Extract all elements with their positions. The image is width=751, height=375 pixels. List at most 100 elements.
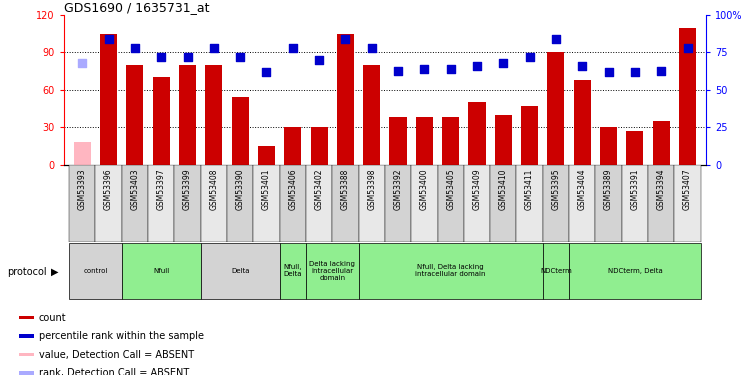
Bar [69, 165, 95, 242]
Bar [201, 243, 279, 299]
Text: GSM53399: GSM53399 [183, 169, 192, 210]
Point [287, 45, 299, 51]
Text: GSM53388: GSM53388 [341, 169, 350, 210]
Text: GSM53402: GSM53402 [315, 169, 324, 210]
Text: control: control [83, 268, 107, 274]
Bar [227, 165, 253, 242]
Point [550, 36, 562, 42]
Text: GSM53410: GSM53410 [499, 169, 508, 210]
Bar [74, 142, 91, 165]
Bar [543, 243, 569, 299]
Text: GSM53395: GSM53395 [551, 169, 560, 210]
Bar [19, 334, 35, 338]
Text: ▶: ▶ [51, 267, 59, 277]
Bar [600, 128, 617, 165]
Bar [179, 65, 196, 165]
Text: GSM53411: GSM53411 [525, 169, 534, 210]
Text: Nfull, Delta lacking
intracellular domain: Nfull, Delta lacking intracellular domai… [415, 264, 486, 278]
Bar [679, 27, 696, 165]
Text: GSM53391: GSM53391 [630, 169, 639, 210]
Bar [416, 117, 433, 165]
Text: NDCterm: NDCterm [540, 268, 572, 274]
Bar [306, 165, 332, 242]
Bar [412, 165, 438, 242]
Bar [622, 165, 648, 242]
Bar [653, 121, 670, 165]
Point [261, 69, 273, 75]
Bar [547, 53, 565, 165]
Bar [122, 165, 148, 242]
Bar [205, 65, 222, 165]
Point [234, 54, 246, 60]
Bar [363, 65, 380, 165]
Text: Nfull: Nfull [153, 268, 169, 274]
Text: Nfull,
Delta: Nfull, Delta [284, 264, 302, 278]
Text: GDS1690 / 1635731_at: GDS1690 / 1635731_at [64, 1, 210, 14]
Point [313, 57, 325, 63]
Bar [332, 165, 358, 242]
Text: value, Detection Call = ABSENT: value, Detection Call = ABSENT [39, 350, 194, 360]
Bar [174, 165, 201, 242]
Text: GSM53400: GSM53400 [420, 169, 429, 210]
Point [339, 36, 351, 42]
Bar [469, 102, 486, 165]
Point [497, 60, 509, 66]
Bar [569, 165, 596, 242]
Point [629, 69, 641, 75]
Text: GSM53401: GSM53401 [262, 169, 271, 210]
Bar [306, 243, 358, 299]
Bar [152, 78, 170, 165]
Point [471, 63, 483, 69]
Point [681, 45, 693, 51]
Bar [543, 165, 569, 242]
Bar [596, 165, 622, 242]
Text: GSM53394: GSM53394 [656, 169, 665, 210]
Bar [19, 371, 35, 375]
Point [77, 60, 89, 66]
Bar [385, 165, 412, 242]
Point [602, 69, 614, 75]
Text: GSM53403: GSM53403 [131, 169, 140, 210]
Point [445, 66, 457, 72]
Text: GSM53396: GSM53396 [104, 169, 113, 210]
Text: NDCterm, Delta: NDCterm, Delta [608, 268, 662, 274]
Text: GSM53404: GSM53404 [578, 169, 587, 210]
Bar [648, 165, 674, 242]
Bar [201, 165, 227, 242]
Text: GSM53408: GSM53408 [210, 169, 219, 210]
Bar [258, 146, 275, 165]
Bar [390, 117, 406, 165]
Bar [569, 243, 701, 299]
Point [129, 45, 141, 51]
Bar [438, 165, 464, 242]
Text: GSM53407: GSM53407 [683, 169, 692, 210]
Bar [626, 131, 644, 165]
Text: GSM53406: GSM53406 [288, 169, 297, 210]
Point [576, 63, 588, 69]
Bar [574, 80, 591, 165]
Point [155, 54, 167, 60]
Bar [279, 165, 306, 242]
Bar [490, 165, 517, 242]
Text: GSM53397: GSM53397 [157, 169, 166, 210]
Text: protocol: protocol [8, 267, 47, 277]
Text: GSM53390: GSM53390 [236, 169, 245, 210]
Bar [311, 128, 327, 165]
Point [208, 45, 220, 51]
Bar [442, 117, 459, 165]
Text: rank, Detection Call = ABSENT: rank, Detection Call = ABSENT [39, 368, 189, 375]
Bar [100, 34, 117, 165]
Text: percentile rank within the sample: percentile rank within the sample [39, 331, 204, 341]
Bar [126, 65, 143, 165]
Bar [517, 165, 543, 242]
Bar [337, 34, 354, 165]
Text: GSM53389: GSM53389 [604, 169, 613, 210]
Bar [148, 165, 174, 242]
Bar [358, 243, 543, 299]
Bar [279, 243, 306, 299]
Point [655, 68, 667, 74]
Text: count: count [39, 313, 66, 322]
Bar [495, 115, 512, 165]
Bar [253, 165, 279, 242]
Bar [284, 128, 301, 165]
